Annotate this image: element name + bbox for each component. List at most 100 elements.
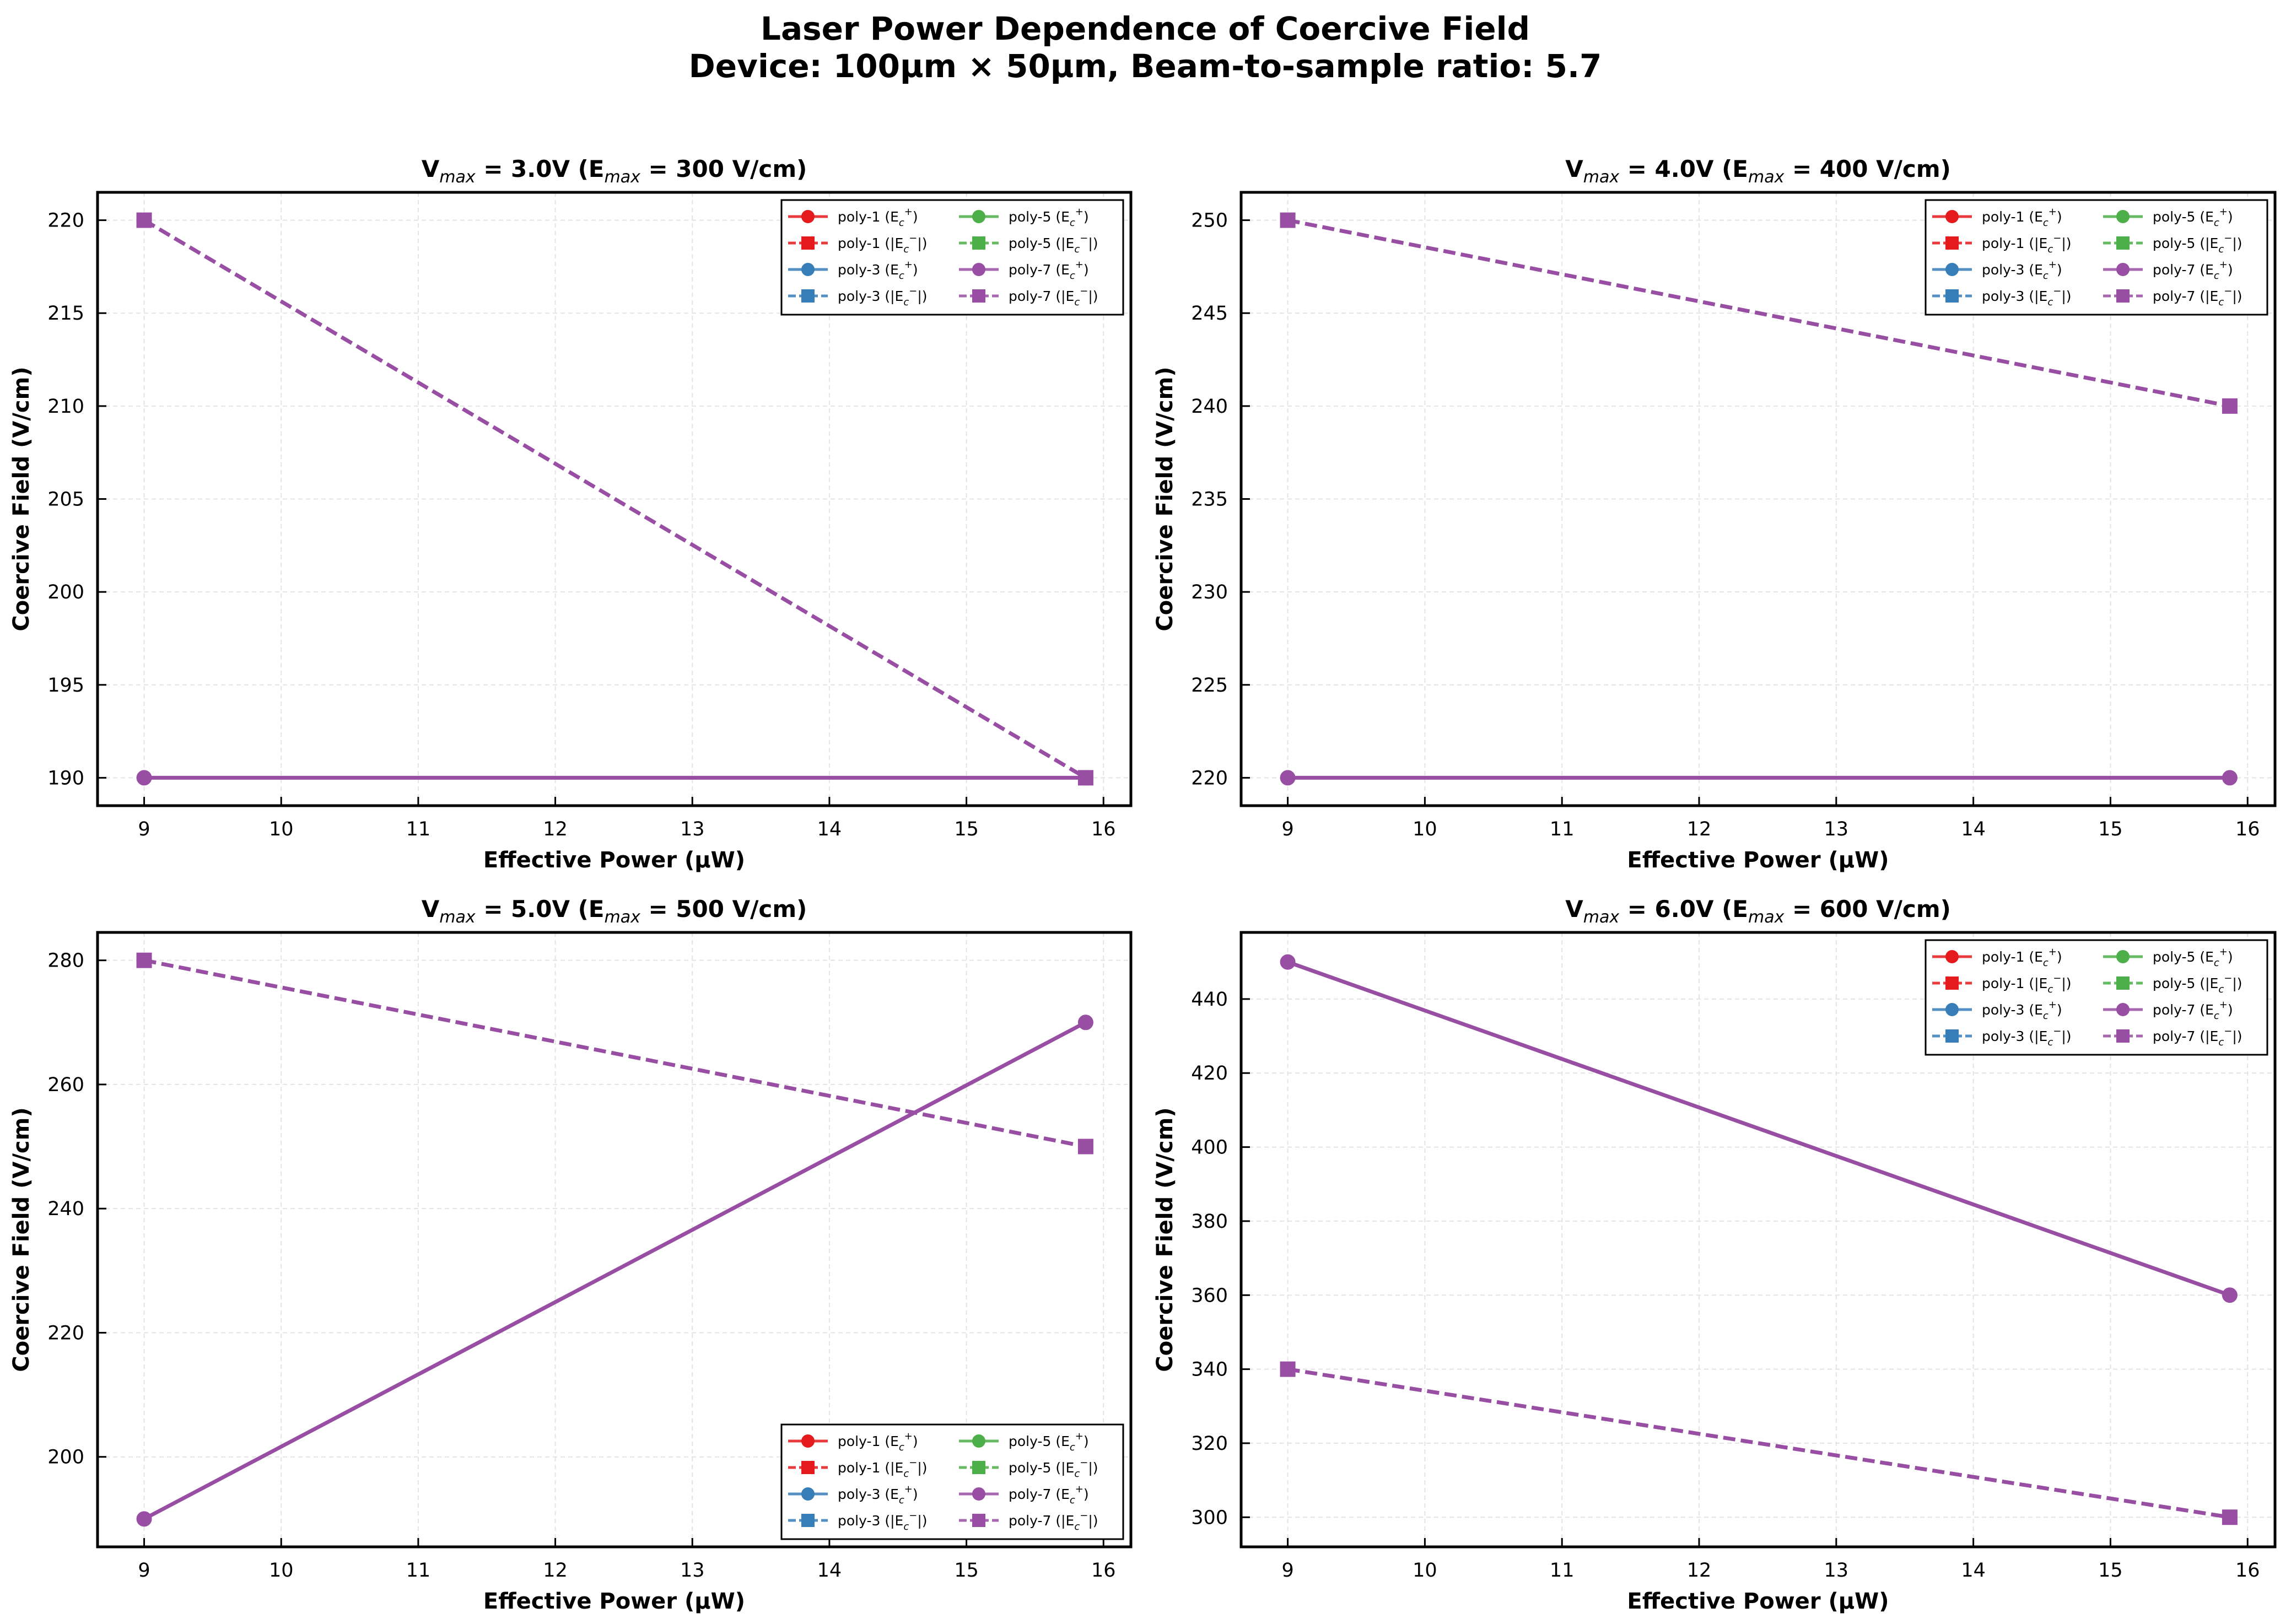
legend-marker <box>801 236 815 250</box>
y-tick-label: 220 <box>47 210 84 232</box>
y-tick-label: 210 <box>47 396 84 418</box>
x-axis-label: Effective Power (µW) <box>1627 1589 1889 1614</box>
legend-marker <box>1945 210 1959 223</box>
x-tick-label: 12 <box>543 1560 568 1582</box>
y-tick-label: 380 <box>1191 1211 1228 1233</box>
y-tick-label: 300 <box>1191 1507 1228 1529</box>
x-tick-label: 13 <box>1824 1560 1849 1582</box>
legend-marker <box>2116 1029 2130 1043</box>
legend-marker <box>2116 976 2130 990</box>
legend-marker <box>2116 289 2130 303</box>
x-tick-label: 14 <box>817 818 842 840</box>
x-tick-label: 10 <box>1413 1560 1437 1582</box>
data-point <box>1280 1361 1296 1377</box>
subplot-4: 9 10 11 12 13 14 15 16 300 320 340 360 380 400 420 440 E… <box>1152 895 2277 1614</box>
data-point <box>136 952 152 968</box>
legend-marker <box>1945 976 1959 990</box>
legend-marker <box>801 1461 815 1474</box>
data-point <box>2222 398 2238 414</box>
data-point <box>1280 770 1296 786</box>
legend-marker <box>2116 210 2130 223</box>
data-point <box>1280 212 1296 228</box>
x-tick-label: 10 <box>269 1560 294 1582</box>
legend-label: poly-1 (|Ec−|) <box>838 233 928 255</box>
y-tick-label: 280 <box>47 950 84 972</box>
legend-marker <box>801 1487 815 1501</box>
legend-marker <box>2116 236 2130 250</box>
y-tick-label: 260 <box>47 1074 84 1096</box>
axes-frame <box>1239 931 2277 1549</box>
y-tick-label: 215 <box>47 303 84 325</box>
legend-label: poly-7 (|Ec−|) <box>1009 1510 1098 1533</box>
x-tick-label: 16 <box>2235 1560 2260 1582</box>
x-tick-label: 11 <box>406 1560 431 1582</box>
data-point <box>136 212 152 228</box>
legend-marker <box>972 263 985 276</box>
legend-label: poly-3 (Ec+) <box>838 1483 918 1506</box>
legend-marker <box>1945 289 1959 303</box>
y-tick-label: 250 <box>1191 210 1228 232</box>
data-point <box>136 1511 152 1527</box>
legend-label: poly-5 (Ec+) <box>1009 206 1089 229</box>
legend-frame <box>1925 199 2268 316</box>
legend-marker <box>2116 1003 2130 1016</box>
y-tick-label: 235 <box>1191 489 1228 511</box>
x-tick-label: 10 <box>269 818 294 840</box>
legend-marker <box>972 1487 985 1501</box>
legend-marker <box>2116 950 2130 963</box>
x-axis-label: Effective Power (µW) <box>483 1589 745 1614</box>
y-axis-label: Coercive Field (V/cm) <box>9 366 34 631</box>
x-tick-label: 12 <box>543 818 568 840</box>
x-tick-label: 12 <box>1687 1560 1712 1582</box>
legend-label: poly-7 (Ec+) <box>1009 1483 1089 1506</box>
subplot-title: Vmax = 5.0V (Emax = 500 V/cm) <box>422 895 807 927</box>
x-tick-label: 15 <box>954 1560 979 1582</box>
legend-label: poly-7 (|Ec−|) <box>2153 285 2243 308</box>
x-tick-label: 13 <box>680 1560 705 1582</box>
legend-label: poly-3 (|Ec−|) <box>838 1510 928 1533</box>
legend-frame <box>1925 939 2268 1056</box>
subplot-title: Vmax = 3.0V (Emax = 300 V/cm) <box>422 155 807 187</box>
legend-label: poly-7 (|Ec−|) <box>1009 285 1098 308</box>
legend-marker <box>972 1514 985 1527</box>
legend-label: poly-7 (Ec+) <box>2153 259 2233 282</box>
y-tick-label: 200 <box>47 581 84 603</box>
x-tick-label: 9 <box>1281 818 1293 840</box>
legend-label: poly-7 (|Ec−|) <box>2153 1026 2243 1048</box>
x-tick-label: 9 <box>1281 1560 1293 1582</box>
x-tick-label: 10 <box>1413 818 1437 840</box>
x-tick-label: 11 <box>406 818 431 840</box>
legend-marker <box>801 1434 815 1448</box>
x-tick-label: 12 <box>1687 818 1712 840</box>
legend-label: poly-1 (|Ec−|) <box>1982 233 2072 255</box>
data-point <box>2222 1509 2238 1525</box>
figure-title-line1: Laser Power Dependence of Coercive Field <box>761 10 1530 47</box>
y-tick-label: 245 <box>1191 303 1228 325</box>
legend-marker <box>1945 1029 1959 1043</box>
y-tick-label: 440 <box>1191 989 1228 1011</box>
x-tick-label: 11 <box>1550 1560 1575 1582</box>
legend: poly-1 (Ec+) poly-1 (|Ec−|) poly-3 (Ec+) po… <box>780 199 1124 316</box>
legend: poly-1 (Ec+) poly-1 (|Ec−|) poly-3 (Ec+) po… <box>780 1423 1124 1540</box>
legend-label: poly-3 (|Ec−|) <box>1982 1026 2072 1048</box>
x-axis-label: Effective Power (µW) <box>483 848 745 873</box>
y-axis-label: Coercive Field (V/cm) <box>1152 1107 1178 1372</box>
data-point <box>2222 770 2238 786</box>
legend-label: poly-1 (Ec+) <box>838 206 918 229</box>
legend-label: poly-1 (|Ec−|) <box>1982 973 2072 995</box>
x-tick-label: 13 <box>680 818 705 840</box>
x-tick-label: 9 <box>138 818 150 840</box>
data-point <box>1280 954 1296 970</box>
legend-label: poly-5 (|Ec−|) <box>2153 973 2243 995</box>
legend-label: poly-1 (|Ec−|) <box>838 1457 928 1480</box>
y-tick-label: 205 <box>47 489 84 511</box>
legend-marker <box>801 263 815 276</box>
x-tick-label: 15 <box>2098 1560 2123 1582</box>
legend-label: poly-3 (Ec+) <box>1982 259 2062 282</box>
y-tick-label: 240 <box>1191 396 1228 418</box>
figure-title-line2: Device: 100µm × 50µm, Beam-to-sample rat… <box>689 47 1602 85</box>
y-tick-label: 190 <box>47 767 84 789</box>
legend-marker <box>972 1434 985 1448</box>
x-tick-label: 11 <box>1550 818 1575 840</box>
